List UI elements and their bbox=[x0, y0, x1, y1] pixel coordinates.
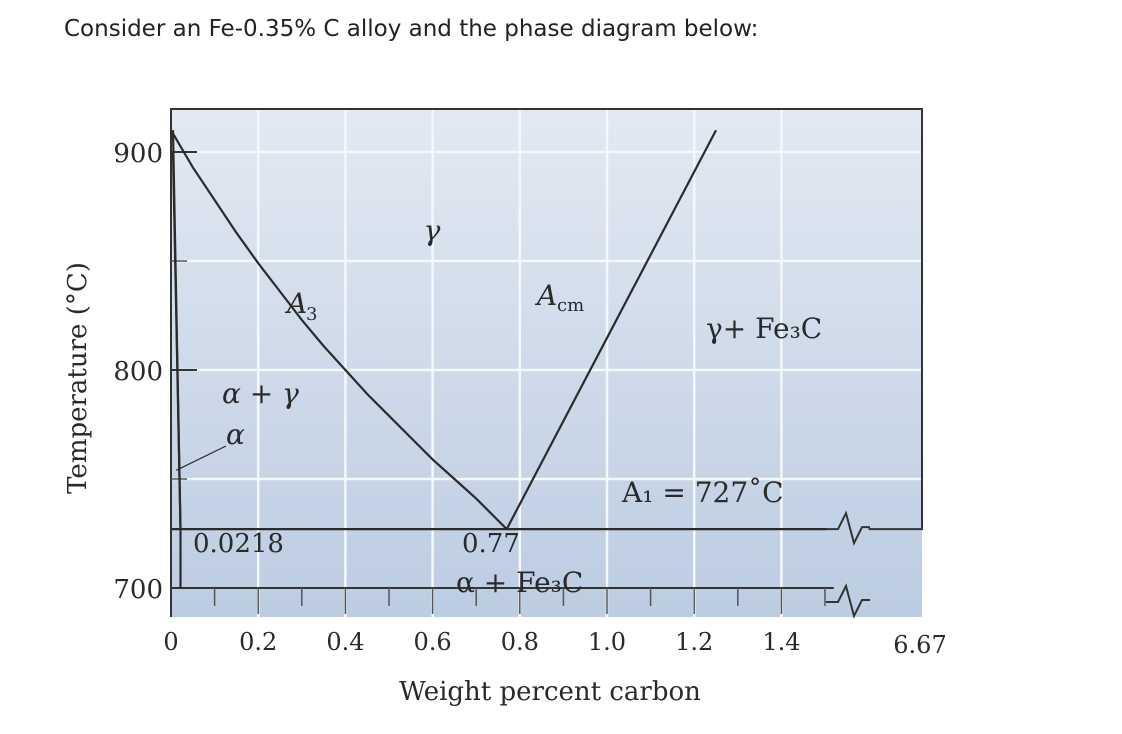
x-tick-label: 0 bbox=[163, 628, 178, 656]
x-tick-label: 1.2 bbox=[675, 628, 713, 656]
x-tick-label: 0.8 bbox=[501, 628, 539, 656]
y-axis-label: Temperature (°C) bbox=[63, 262, 93, 494]
label-a1: A₁ = 727˚C bbox=[621, 476, 784, 509]
x-tick-label: 0.6 bbox=[414, 628, 452, 656]
label-gamma-fe3c: γ+ Fe₃C bbox=[706, 312, 822, 345]
phase-line-a3 bbox=[170, 129, 508, 530]
x-tick-label: 1.4 bbox=[762, 628, 800, 656]
alpha-leader-line bbox=[175, 445, 227, 471]
label-alpha-fe3c: α + Fe₃C bbox=[456, 566, 583, 599]
label-gamma: γ bbox=[424, 214, 441, 247]
label-0-0218: 0.0218 bbox=[193, 529, 284, 559]
y-tick-label: 800 bbox=[113, 357, 163, 387]
phase-line-alpha-gamma bbox=[171, 151, 182, 530]
x-tick-label: 0.2 bbox=[239, 628, 277, 656]
phase-line-acm bbox=[505, 129, 717, 530]
plot-background bbox=[171, 109, 922, 617]
x-axis-label: Weight percent carbon bbox=[399, 677, 701, 707]
label-a3-subscript: 3 bbox=[306, 304, 317, 325]
y-tick-label: 700 bbox=[113, 575, 163, 605]
label-0-77: 0.77 bbox=[462, 529, 520, 559]
question-text: Consider an Fe-0.35% C alloy and the pha… bbox=[64, 16, 759, 42]
x-break-label: 6.67 bbox=[893, 631, 946, 659]
label-alpha-gamma: α + γ bbox=[222, 377, 299, 410]
label-acm: A bbox=[534, 279, 557, 312]
y-tick-label: 900 bbox=[113, 139, 163, 169]
axis-break-a1 bbox=[826, 510, 870, 546]
axis-break-bottom bbox=[826, 583, 870, 619]
x-tick-label: 1.0 bbox=[588, 628, 626, 656]
plot-frame bbox=[170, 108, 923, 617]
x-tick-label: 0.4 bbox=[326, 628, 364, 656]
label-a3: A bbox=[284, 287, 307, 320]
label-alpha: α bbox=[226, 418, 245, 451]
label-acm-subscript: cm bbox=[557, 295, 584, 316]
